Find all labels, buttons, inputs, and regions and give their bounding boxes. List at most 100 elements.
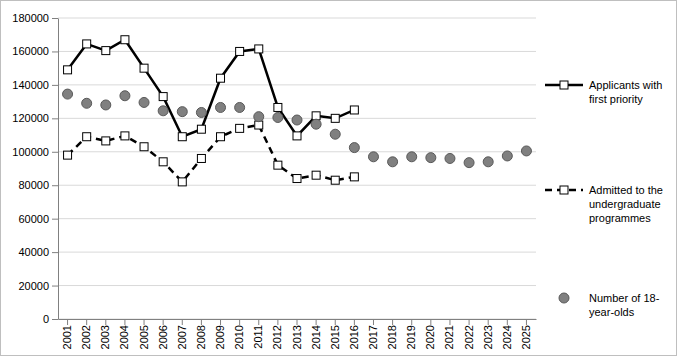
marker [274, 103, 282, 111]
marker [331, 176, 339, 184]
point [216, 102, 226, 112]
grid-line [58, 218, 536, 219]
legend-marker [560, 186, 568, 194]
y-tick-mark [52, 18, 58, 19]
point [407, 152, 417, 162]
x-tick: 2002 [80, 319, 92, 349]
y-tick-label: 180000 [12, 12, 49, 24]
x-tick-mark [105, 319, 106, 325]
marker [83, 133, 91, 141]
grid-line [58, 18, 536, 19]
x-tick-label: 2018 [386, 325, 398, 349]
chart: 0200004000060000800001000001200001400001… [0, 0, 677, 356]
x-tick-mark [392, 319, 393, 325]
x-tick-label: 2015 [329, 325, 341, 349]
x-tick-mark [124, 319, 125, 325]
point [82, 98, 92, 108]
y-tick-mark [52, 319, 58, 320]
x-tick: 2023 [482, 319, 494, 349]
x-tick-mark [297, 319, 298, 325]
series [63, 89, 532, 168]
y-tick-mark [52, 152, 58, 153]
point [139, 97, 149, 107]
x-tick-mark [411, 319, 412, 325]
x-tick-label: 2016 [348, 325, 360, 349]
x-tick: 2025 [520, 319, 532, 349]
x-tick-label: 2002 [80, 325, 92, 349]
point [502, 151, 512, 161]
point [177, 107, 187, 117]
marker [255, 45, 263, 53]
x-axis: 2001200220032004200520062007200820092010… [59, 319, 537, 349]
marker [140, 143, 148, 151]
chart-border [1, 1, 677, 356]
marker [102, 137, 110, 145]
y-tick-label: 160000 [12, 45, 49, 57]
grid [58, 18, 536, 319]
grid-line [58, 252, 536, 253]
x-tick: 2014 [310, 319, 322, 349]
point [273, 112, 283, 122]
x-tick-label: 2008 [195, 325, 207, 349]
y-tick: 120000 [12, 112, 58, 124]
marker [197, 125, 205, 133]
x-tick-mark [277, 319, 278, 325]
x-tick-mark [354, 319, 355, 325]
marker [64, 66, 72, 74]
point [311, 119, 321, 129]
x-tick-mark [507, 319, 508, 325]
y-tick-mark [52, 51, 58, 52]
x-tick-mark [526, 319, 527, 325]
marker [102, 47, 110, 55]
x-tick-mark [86, 319, 87, 325]
point [445, 153, 455, 163]
marker [255, 121, 263, 129]
point [196, 107, 206, 117]
x-tick: 2021 [443, 319, 455, 349]
x-tick: 2019 [405, 319, 417, 349]
y-tick: 80000 [18, 179, 58, 191]
marker [140, 64, 148, 72]
x-tick: 2009 [214, 319, 226, 349]
marker [217, 74, 225, 82]
x-tick: 2016 [348, 319, 360, 349]
legend-entry: Applicants withfirst priority [545, 79, 662, 105]
x-tick-label: 2003 [99, 325, 111, 349]
x-tick: 2018 [386, 319, 398, 349]
line [68, 125, 355, 182]
x-tick-mark [67, 319, 68, 325]
x-tick-mark [144, 319, 145, 325]
x-tick-label: 2022 [463, 325, 475, 349]
y-tick: 60000 [18, 213, 58, 225]
x-tick: 2017 [367, 319, 379, 349]
y-tick: 160000 [12, 45, 58, 57]
marker [350, 173, 358, 181]
y-tick-label: 80000 [18, 179, 49, 191]
x-tick-mark [258, 319, 259, 325]
x-tick-mark [201, 319, 202, 325]
x-tick: 2001 [61, 319, 73, 349]
point [120, 91, 130, 101]
x-tick-mark [335, 319, 336, 325]
marker [121, 132, 129, 140]
x-tick: 2015 [329, 319, 341, 349]
y-tick-label: 40000 [18, 246, 49, 258]
marker [178, 133, 186, 141]
x-tick-label: 2004 [118, 325, 130, 349]
marker [274, 161, 282, 169]
point [158, 106, 168, 116]
x-tick-label: 2021 [443, 325, 455, 349]
x-tick: 2003 [99, 319, 111, 349]
x-tick-label: 2010 [233, 325, 245, 349]
x-tick: 2012 [271, 319, 283, 349]
y-tick-mark [52, 85, 58, 86]
marker [217, 133, 225, 141]
x-tick-label: 2017 [367, 325, 379, 349]
point [349, 143, 359, 153]
line [68, 40, 355, 137]
x-tick: 2020 [424, 319, 436, 349]
x-tick-mark [239, 319, 240, 325]
marker [350, 106, 358, 114]
x-tick-label: 2023 [482, 325, 494, 349]
y-tick: 40000 [18, 246, 58, 258]
